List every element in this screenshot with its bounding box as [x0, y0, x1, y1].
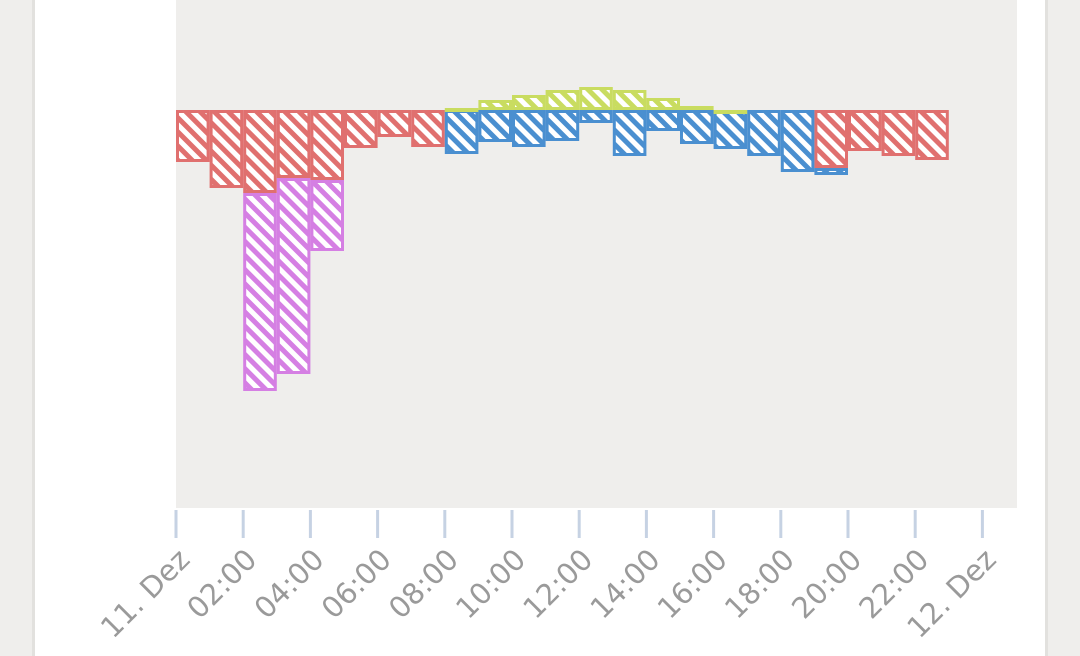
bar: [579, 110, 613, 123]
bar: [310, 110, 344, 180]
bar: [276, 178, 311, 374]
bar: [747, 110, 781, 156]
bar: [814, 168, 849, 175]
bar: [209, 110, 244, 188]
x-tick-label: 02:00: [180, 542, 263, 625]
bar: [344, 110, 378, 148]
bar: [444, 108, 479, 112]
bar: [612, 90, 647, 110]
x-tick-label: 14:00: [583, 542, 666, 625]
x-tick-label: 18:00: [718, 542, 801, 625]
bar: [243, 193, 277, 391]
bar: [612, 110, 647, 156]
x-tick-label: 20:00: [785, 542, 868, 625]
bar: [444, 110, 479, 154]
x-tick-label: 16:00: [651, 542, 734, 625]
bar: [176, 110, 210, 162]
bar: [881, 110, 916, 156]
bar: [848, 110, 882, 151]
bar: [915, 110, 949, 160]
bar: [478, 100, 512, 110]
bar: [377, 110, 412, 137]
bar: [243, 110, 277, 193]
x-tick-label: 08:00: [382, 542, 465, 625]
bar: [276, 110, 311, 178]
bar: [713, 110, 748, 149]
bar: [478, 110, 512, 142]
bar: [545, 110, 580, 141]
bar: [512, 110, 546, 147]
x-tick-label: 04:00: [247, 542, 330, 625]
bar: [646, 110, 681, 131]
bar: [680, 110, 714, 144]
bar: [545, 90, 580, 110]
bar: [814, 110, 849, 168]
x-tick-label: 06:00: [315, 542, 398, 625]
x-tick-label: 11. Dez: [94, 542, 196, 644]
x-tick-label: 10:00: [449, 542, 532, 625]
bar: [680, 106, 714, 110]
bar: [512, 95, 546, 110]
plot-area: [176, 0, 1017, 508]
bar: [780, 110, 815, 172]
bar: [579, 87, 613, 110]
bars-layer: [176, 87, 949, 391]
x-axis: 11. Dez02:0004:0006:0008:0010:0012:0014:…: [94, 510, 1003, 645]
x-tick-label: 12:00: [516, 542, 599, 625]
bar: [713, 110, 748, 114]
bar: [646, 98, 681, 110]
bar: [411, 110, 445, 147]
bar: [310, 180, 344, 251]
